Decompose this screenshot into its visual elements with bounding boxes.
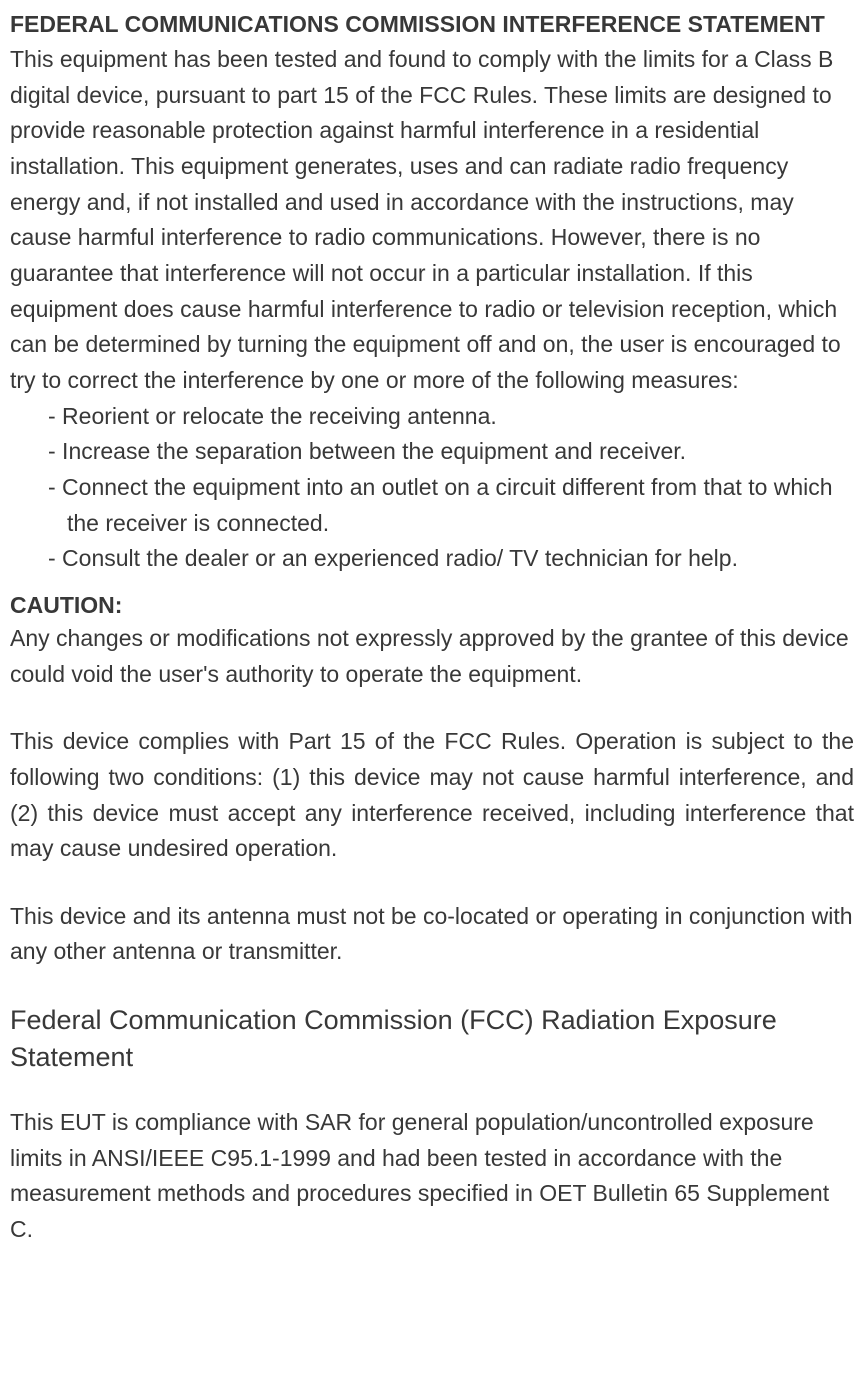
list-item: - Reorient or relocate the receiving ant… bbox=[48, 399, 854, 435]
compliance-paragraph-2: This device and its antenna must not be … bbox=[10, 899, 854, 970]
list-item: - Connect the equipment into an outlet o… bbox=[48, 470, 854, 541]
measures-list: - Reorient or relocate the receiving ant… bbox=[10, 399, 854, 577]
caution-paragraph: Any changes or modifications not express… bbox=[10, 621, 854, 692]
list-item: - Consult the dealer or an experienced r… bbox=[48, 541, 854, 577]
caution-heading: CAUTION: bbox=[10, 589, 854, 621]
fcc-interference-paragraph: This equipment has been tested and found… bbox=[10, 42, 854, 398]
fcc-interference-heading: FEDERAL COMMUNICATIONS COMMISSION INTERF… bbox=[10, 8, 854, 40]
compliance-paragraph-1: This device complies with Part 15 of the… bbox=[10, 724, 854, 867]
radiation-exposure-paragraph: This EUT is compliance with SAR for gene… bbox=[10, 1105, 854, 1248]
radiation-exposure-heading: Federal Communication Commission (FCC) R… bbox=[10, 1002, 854, 1075]
list-item: - Increase the separation between the eq… bbox=[48, 434, 854, 470]
